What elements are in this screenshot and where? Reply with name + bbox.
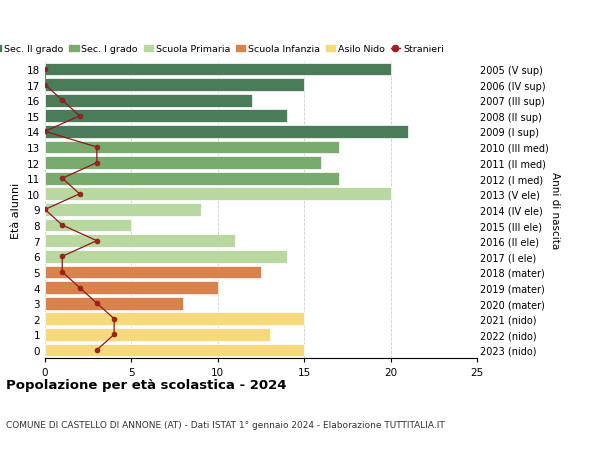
Bar (45, 313, 304, 325)
Text: Popolazione per età scolastica - 2024: Popolazione per età scolastica - 2024 (6, 379, 287, 392)
Y-axis label: Età alunni: Età alunni (11, 182, 22, 238)
Bar (45, 344, 304, 357)
Bar (45, 266, 261, 279)
Bar (45, 126, 408, 139)
Bar (45, 95, 253, 107)
Bar (45, 188, 391, 201)
Bar (45, 173, 339, 185)
Bar (45, 141, 339, 154)
Bar (45, 219, 131, 232)
Bar (45, 235, 235, 247)
Bar (45, 79, 304, 92)
Bar (45, 110, 287, 123)
Bar (45, 281, 218, 294)
Bar (45, 204, 200, 216)
Bar (45, 63, 391, 76)
Y-axis label: Anni di nascita: Anni di nascita (550, 172, 560, 248)
Legend: Sec. II grado, Sec. I grado, Scuola Primaria, Scuola Infanzia, Asilo Nido, Stran: Sec. II grado, Sec. I grado, Scuola Prim… (0, 45, 443, 54)
Bar (45, 250, 287, 263)
Bar (45, 328, 269, 341)
Text: COMUNE DI CASTELLO DI ANNONE (AT) - Dati ISTAT 1° gennaio 2024 - Elaborazione TU: COMUNE DI CASTELLO DI ANNONE (AT) - Dati… (6, 420, 445, 429)
Bar (45, 297, 183, 310)
Bar (45, 157, 322, 170)
